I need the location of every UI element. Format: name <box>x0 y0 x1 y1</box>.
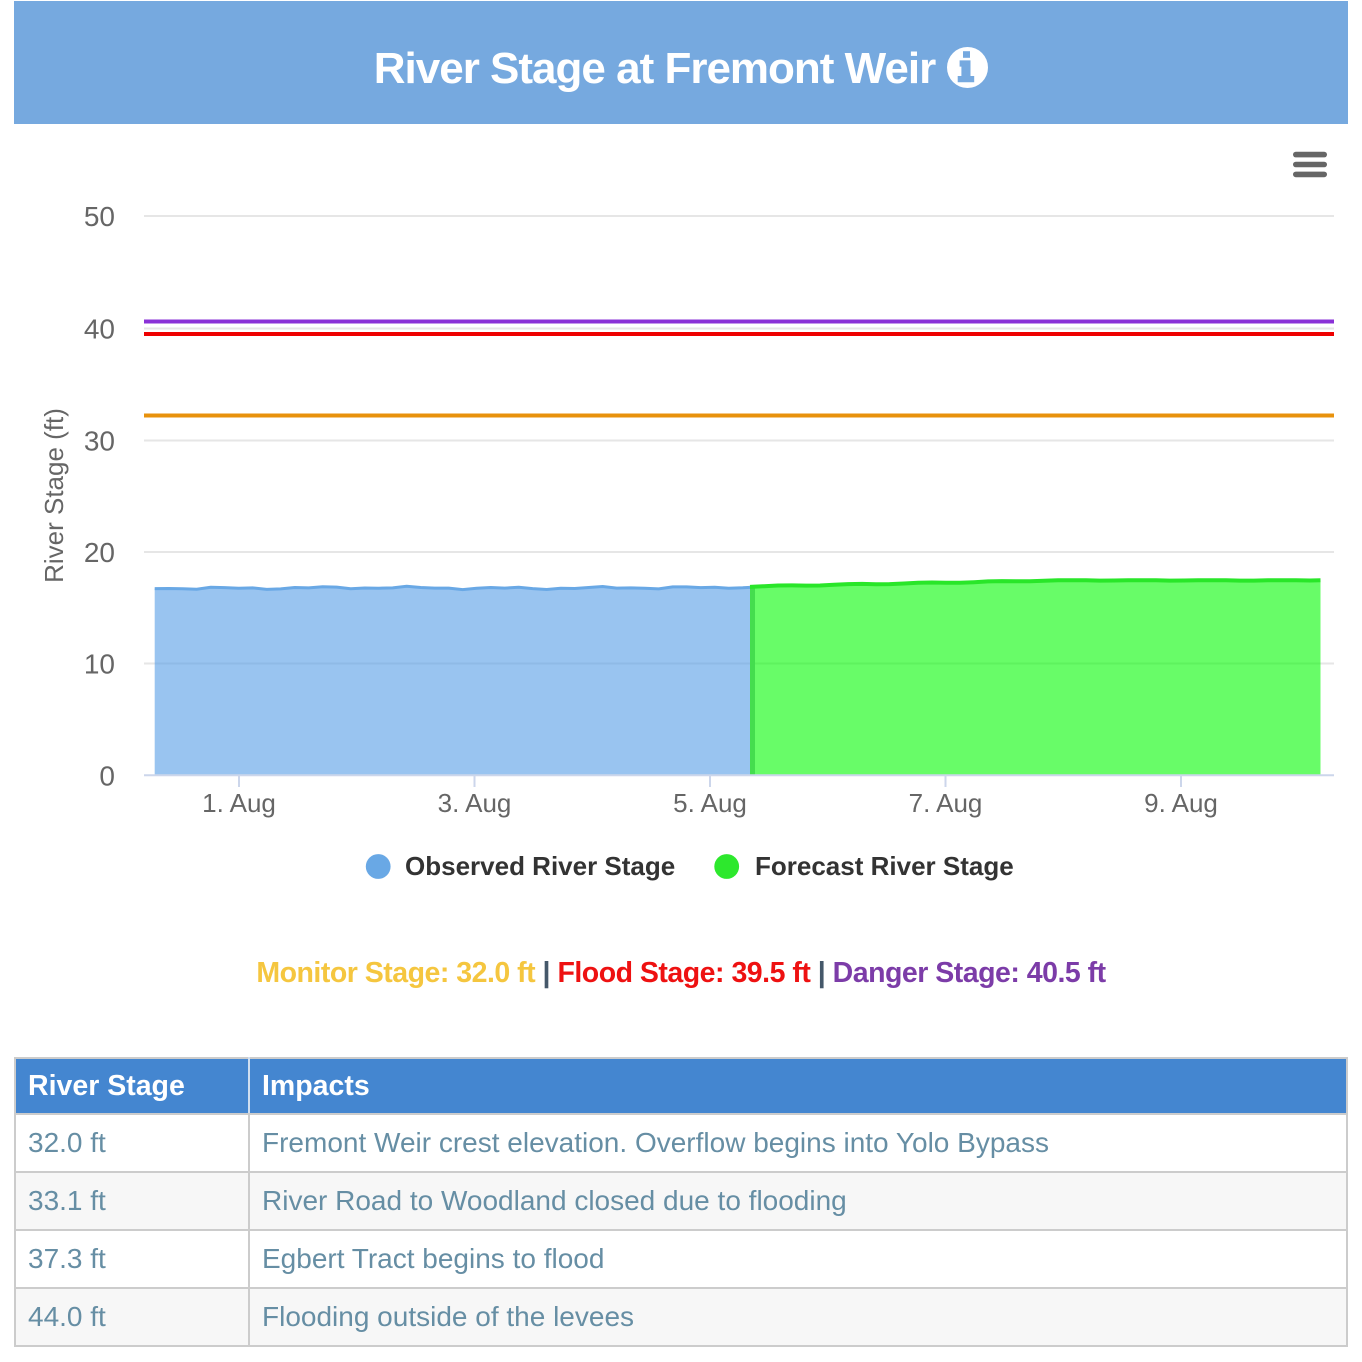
svg-text:0: 0 <box>99 760 115 791</box>
svg-text:9. Aug: 9. Aug <box>1144 788 1218 818</box>
svg-text:River Stage (ft): River Stage (ft) <box>39 408 69 583</box>
svg-text:Forecast River Stage: Forecast River Stage <box>755 851 1014 881</box>
svg-text:3. Aug: 3. Aug <box>438 788 512 818</box>
svg-text:50: 50 <box>84 201 115 232</box>
svg-text:7. Aug: 7. Aug <box>909 788 983 818</box>
svg-text:5. Aug: 5. Aug <box>673 788 747 818</box>
svg-text:20: 20 <box>84 537 115 568</box>
svg-text:Observed River Stage: Observed River Stage <box>405 851 675 881</box>
svg-text:30: 30 <box>84 426 115 457</box>
svg-text:40: 40 <box>84 314 115 345</box>
svg-text:1. Aug: 1. Aug <box>202 788 276 818</box>
svg-text:10: 10 <box>84 649 115 680</box>
